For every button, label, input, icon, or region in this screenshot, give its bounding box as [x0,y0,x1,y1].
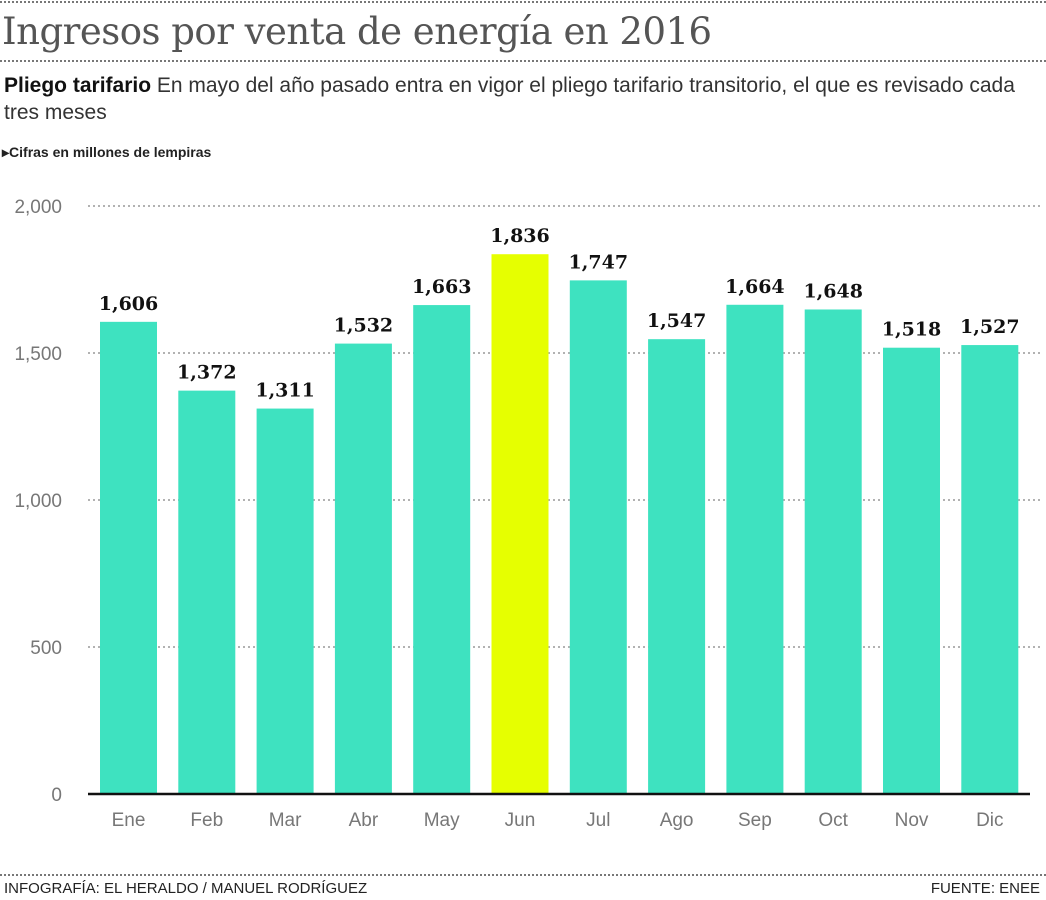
x-tick-label: Sep [738,810,772,831]
top-divider [0,1,1046,3]
x-tick-label: Dic [976,810,1003,831]
x-tick-label: Jun [505,810,536,831]
data-label: 1,527 [960,316,1020,338]
data-label: 1,664 [725,276,785,298]
x-tick-label: Oct [818,810,848,831]
bar-feb [178,390,236,794]
x-tick-label: Ene [112,810,146,831]
bar-mar [256,408,314,794]
data-label: 1,547 [647,310,707,332]
bar-sep [726,304,784,794]
x-tick-label: Abr [349,810,379,831]
data-label: 1,372 [177,362,237,384]
arrow-icon: ▸ [2,144,10,160]
bar-nov [883,347,940,794]
data-label: 1,648 [803,280,863,302]
subtitle: Pliego tarifario En mayo del año pasado … [4,72,1039,126]
bar-oct [804,309,862,794]
bar-ago [648,339,706,794]
bar-dic [961,345,1019,794]
y-tick-label: 500 [30,638,62,659]
data-label: 1,518 [882,319,942,341]
bar-may [413,305,471,794]
bar-jul [569,280,627,795]
credit: INFOGRAFÍA: EL HERALDO / MANUEL RODRÍGUE… [4,880,368,897]
unit-note-text: Cifras en millones de lempiras [9,144,212,160]
x-tick-label: May [424,810,460,831]
unit-note: ▸Cifras en millones de lempiras [2,144,211,161]
data-label: 1,532 [334,315,394,337]
subtitle-text: En mayo del año pasado entra en vigor el… [4,74,1015,124]
data-label: 1,606 [99,293,159,315]
data-label: 1,747 [569,251,629,273]
chart-title: Ingresos por venta de energía en 2016 [2,10,712,53]
subtitle-lead: Pliego tarifario [4,74,152,97]
bar-ene [100,321,157,794]
x-tick-label: Feb [190,810,223,831]
bar-jun [491,254,549,794]
data-label: 1,836 [490,225,550,247]
x-tick-label: Nov [895,810,929,831]
footer-divider [0,874,1046,876]
source: FUENTE: ENEE [930,880,1040,897]
y-tick-label: 1,500 [14,344,62,365]
data-label: 1,663 [412,276,472,298]
x-tick-label: Mar [269,810,302,831]
x-tick-label: Jul [586,810,610,831]
data-label: 1,311 [255,380,315,402]
y-tick-label: 1,000 [14,491,62,512]
x-tick-label: Ago [660,810,694,831]
bar-abr [334,343,392,794]
y-tick-label: 2,000 [14,197,62,218]
y-tick-label: 0 [51,785,62,806]
title-divider [0,60,1046,62]
